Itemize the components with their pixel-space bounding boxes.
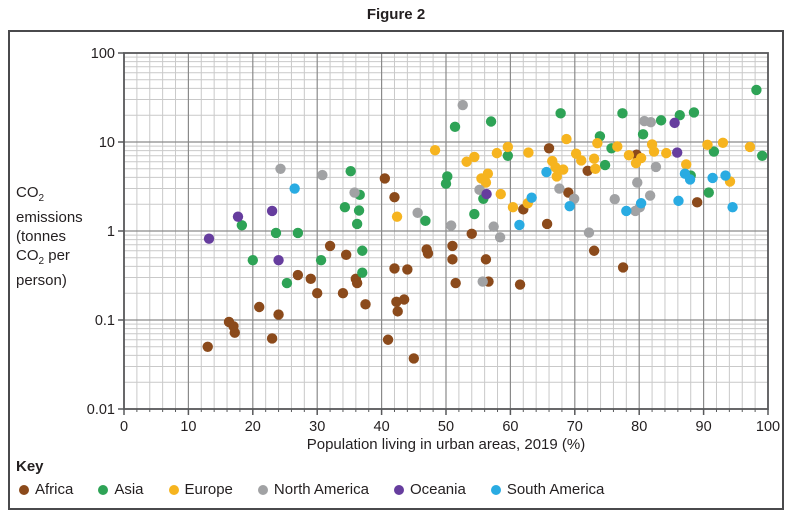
legend-dot-south-america (490, 484, 501, 495)
legend-dot-north-america (257, 484, 268, 495)
legend-label-south-america: South America (506, 481, 605, 498)
legend-item-africa: Africa (19, 481, 73, 498)
legend-dot-europe (168, 484, 179, 495)
legend-dot-oceania (393, 484, 404, 495)
legend-item-north-america: North America (257, 481, 369, 498)
svg-text:10: 10 (99, 135, 115, 151)
svg-text:1: 1 (107, 224, 115, 240)
legend-dot-africa (19, 484, 29, 495)
legend-label-asia: Asia (114, 481, 144, 498)
svg-text:0: 0 (120, 419, 128, 435)
legend-item-asia: Asia (98, 481, 144, 498)
svg-text:100: 100 (91, 46, 115, 62)
svg-text:100: 100 (756, 419, 780, 435)
svg-text:0.1: 0.1 (95, 313, 115, 329)
svg-text:10: 10 (180, 419, 196, 435)
svg-text:30: 30 (309, 419, 325, 435)
svg-text:60: 60 (502, 419, 518, 435)
legend-dot-asia (98, 484, 109, 495)
legend-label-oceania: Oceania (409, 481, 466, 498)
scatter-plot: 0 10 20 30 40 50 60 70 80 90 100 100 10 1 0.1 0.01 (87, 46, 780, 435)
key-heading: Key (16, 458, 44, 475)
svg-text:40: 40 (374, 419, 390, 435)
svg-text:0.01: 0.01 (87, 402, 115, 418)
legend-label-north-america: North America (273, 481, 369, 498)
svg-text:20: 20 (245, 419, 261, 435)
legend: Africa Asia Europe North America Oceania… (19, 481, 604, 498)
legend-item-europe: Europe (168, 481, 233, 498)
legend-label-europe: Europe (184, 481, 233, 498)
svg-text:70: 70 (567, 419, 583, 435)
legend-item-oceania: Oceania (393, 481, 466, 498)
svg-text:80: 80 (631, 419, 647, 435)
y-axis-label: CO2 emissions (tonnes CO2 per person) (16, 184, 83, 289)
legend-label-africa: Africa (35, 481, 74, 498)
svg-text:90: 90 (696, 419, 712, 435)
x-axis-title: Population living in urban areas, 2019 (… (306, 436, 586, 453)
legend-item-south-america: South America (490, 481, 605, 498)
figure-title: Figure 2 (366, 6, 426, 23)
figure-box: 0 10 20 30 40 50 60 70 80 90 100 100 10 1 0.1 0.01 CO2 e… (8, 30, 784, 510)
svg-text:50: 50 (438, 419, 454, 435)
